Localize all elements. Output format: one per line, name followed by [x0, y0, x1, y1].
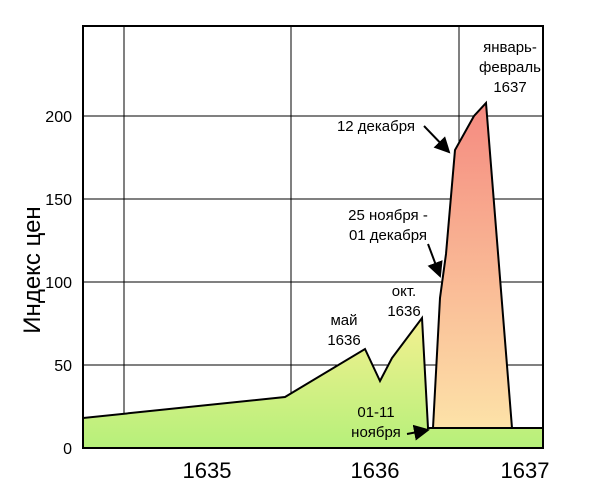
annotation-5-line-1: ноября: [351, 424, 401, 441]
annotation-5-line-0: 01-11: [357, 404, 394, 421]
y-tick-label-50: 50: [54, 358, 72, 375]
x-tick-label-1636: 1636: [351, 458, 400, 483]
series-area-peak: [428, 100, 514, 429]
annotation-2-line-1: 01 декабря: [349, 227, 427, 244]
annotation-3-line-0: окт.: [392, 283, 416, 300]
y-tick-label-150: 150: [45, 192, 72, 209]
grid: [83, 26, 543, 448]
annotation-arrow-1: [427, 243, 443, 278]
annotation-3-line-1: 1636: [387, 303, 420, 320]
x-axis-ticks: 1635 1636 1637: [183, 458, 550, 483]
annotation-0-line-0: январь-: [483, 39, 537, 56]
y-tick-label-0: 0: [63, 441, 72, 458]
y-axis-label: Индекс цен: [19, 206, 46, 333]
annotation-1-line-0: 12 декабря: [337, 118, 415, 135]
y-axis-ticks: 0 50 100 150 200: [45, 109, 72, 458]
annotation-arrow-0: [423, 125, 451, 154]
annotations: январь-февраль 1637 12 декабря 25 ноября - 0…: [327, 39, 541, 441]
annotation-arrow-2: [406, 424, 430, 441]
annotation-4-line-0: май: [330, 312, 357, 329]
y-tick-label-200: 200: [45, 109, 72, 126]
x-tick-label-1637: 1637: [501, 458, 550, 483]
annotation-0-line-2: 1637: [493, 79, 526, 96]
x-tick-label-1635: 1635: [183, 458, 232, 483]
plot-frame: [82, 25, 544, 449]
y-tick-label-100: 100: [45, 275, 72, 292]
annotation-2-line-0: 25 ноября -: [348, 207, 428, 224]
annotation-4-line-1: 1636: [327, 332, 360, 349]
annotation-0-line-1: февраль: [479, 59, 541, 76]
